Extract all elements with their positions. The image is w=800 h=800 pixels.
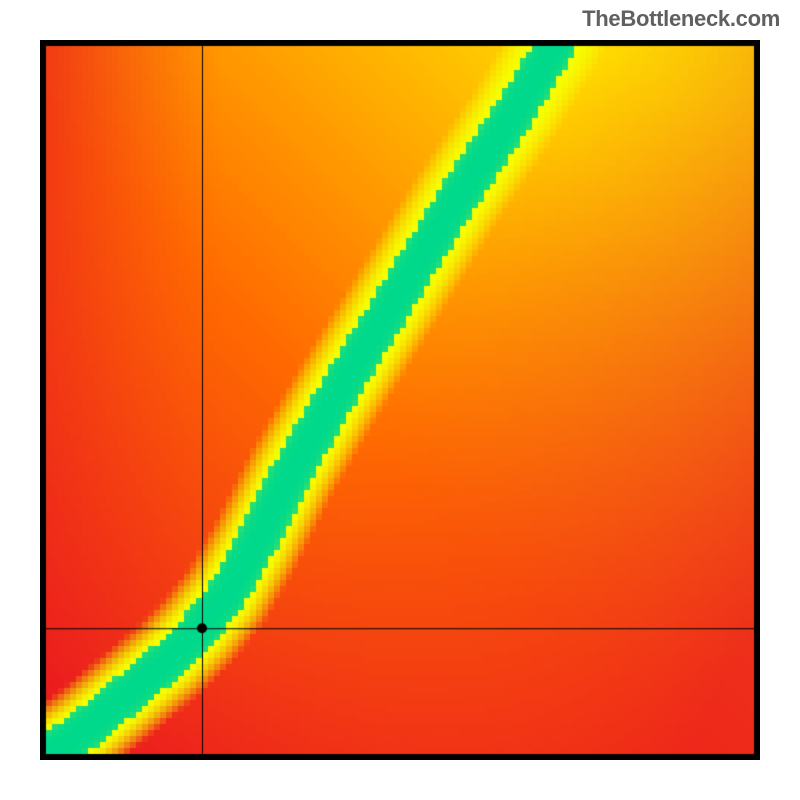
chart-container: TheBottleneck.com [0, 0, 800, 800]
watermark-label: TheBottleneck.com [582, 6, 780, 32]
plot-frame [40, 40, 760, 760]
heatmap-canvas [40, 40, 760, 760]
